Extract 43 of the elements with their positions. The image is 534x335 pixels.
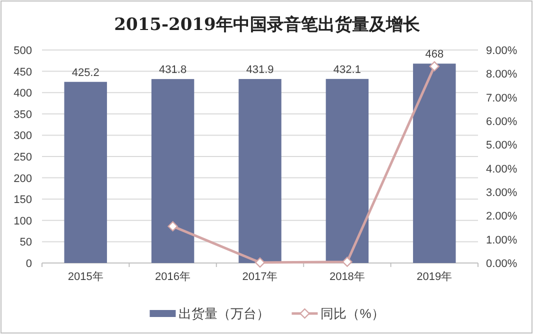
- point: [429, 61, 440, 72]
- bar: [151, 79, 194, 263]
- y-tick-label: 400: [14, 88, 32, 100]
- y2-tick-label: 0.00%: [486, 258, 518, 270]
- y-tick-label: 450: [14, 66, 32, 78]
- y2-tick-label: 6.00%: [486, 116, 518, 128]
- y-tick-label: 0: [26, 258, 32, 270]
- data-label: 425.2: [72, 66, 100, 79]
- y2-tick-label: 4.00%: [486, 163, 518, 176]
- x-tick-label: 2019年: [416, 271, 452, 283]
- point: [342, 256, 352, 267]
- legend-label: 同比（%）: [320, 306, 384, 321]
- data-label: 432.1: [333, 64, 361, 76]
- bar: [326, 78, 369, 263]
- y2-tick-label: 7.00%: [486, 92, 518, 104]
- data-label: 431.8: [159, 64, 187, 76]
- point: [168, 221, 178, 232]
- y2-tick-label: 2.00%: [486, 210, 518, 223]
- x-tick-label: 2016年: [155, 271, 191, 283]
- y-tick-label: 250: [14, 152, 32, 164]
- point: [254, 257, 266, 268]
- bar: [238, 79, 282, 263]
- bar: [64, 82, 107, 263]
- x-tick-label: 2017年: [242, 271, 278, 283]
- y2-tick-label: 1.00%: [486, 234, 518, 246]
- chart-title: 2015-2019年中国录音笔出货量及增长: [114, 15, 421, 35]
- y-tick-label: 50: [20, 236, 32, 249]
- y-tick-label: 350: [14, 108, 32, 121]
- data-label: 431.9: [246, 64, 274, 76]
- y-tick-label: 500: [14, 45, 32, 57]
- y-tick-label: 200: [14, 172, 32, 185]
- y2-tick-label: 3.00%: [486, 187, 518, 199]
- y-tick-label: 100: [14, 215, 32, 228]
- bar: [413, 64, 456, 263]
- y2-tick-label: 5.00%: [486, 140, 518, 152]
- data-label: 468: [425, 48, 444, 61]
- x-tick-label: 2015年: [68, 271, 104, 283]
- x-tick-label: 2018年: [329, 271, 365, 283]
- y-tick-label: 300: [14, 130, 32, 142]
- legend-label: 出货量（万台）: [178, 306, 270, 321]
- y2-tick-label: 8.00%: [486, 68, 518, 81]
- y-tick-label: 150: [14, 194, 32, 206]
- y2-tick-label: 9.00%: [486, 45, 518, 57]
